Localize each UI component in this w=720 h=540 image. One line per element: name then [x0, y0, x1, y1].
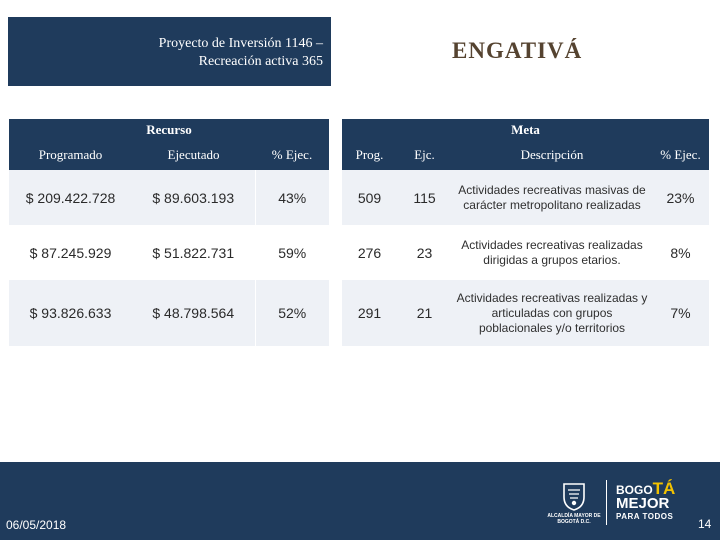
cell-ejc: 23: [397, 225, 452, 280]
cell-ejecutado: $ 51.822.731: [132, 225, 255, 280]
cell-ejecutado: $ 89.603.193: [132, 170, 255, 225]
cell-programado: $ 87.245.929: [9, 225, 132, 280]
col-ejc: Ejc.: [397, 140, 452, 170]
logo-word-bogo: BOGO: [616, 483, 653, 497]
cell-descripcion: Actividades recreativas realizadas y art…: [452, 280, 652, 346]
col-descripcion: Descripción: [452, 140, 652, 170]
footer-date: 06/05/2018: [6, 518, 67, 532]
locality-title: ENGATIVÁ: [452, 38, 583, 63]
logo-word-mejor: MEJOR: [616, 495, 670, 512]
cell-ejecutado: $ 48.798.564: [132, 280, 255, 346]
bogota-seal-icon: [563, 483, 585, 511]
recurso-table: Recurso Programado Ejecutado % Ejec. $ 2…: [9, 119, 329, 346]
cell-ejc: 21: [397, 280, 452, 346]
seal-caption: ALCALDÍA MAYOR DE BOGOTÁ D.C.: [547, 513, 601, 525]
table-row: 291 21 Actividades recreativas realizada…: [342, 280, 709, 346]
bogota-mejor-logo: BOGOTÁ MEJOR PARA TODOS: [616, 479, 692, 523]
cell-programado: $ 93.826.633: [9, 280, 132, 346]
project-title-line1: Proyecto de Inversión 1146 –: [158, 36, 323, 51]
logo-divider: [606, 480, 607, 525]
col-meta-pct: % Ejec.: [652, 140, 709, 170]
project-title-line2: Recreación activa 365: [198, 54, 323, 69]
cell-recurso-pct: 43%: [254, 170, 329, 225]
cell-descripcion: Actividades recreativas masivas de carác…: [452, 170, 652, 225]
recurso-title: Recurso: [9, 119, 329, 140]
cell-meta-pct: 7%: [652, 280, 709, 346]
col-recurso-pct: % Ejec.: [255, 140, 329, 170]
col-prog: Prog.: [342, 140, 397, 170]
project-title-box: Proyecto de Inversión 1146 – Recreación …: [8, 17, 331, 86]
cell-prog: 276: [342, 225, 397, 280]
table-row: $ 209.422.728 $ 89.603.193 43%: [9, 170, 329, 225]
cell-recurso-pct: 52%: [254, 280, 329, 346]
footer-band: [0, 462, 720, 540]
cell-prog: 291: [342, 280, 397, 346]
cell-prog: 509: [342, 170, 397, 225]
table-row: 509 115 Actividades recreativas masivas …: [342, 170, 709, 225]
logo-word-para-todos: PARA TODOS: [616, 512, 674, 521]
meta-table: Meta Prog. Ejc. Descripción % Ejec. 509 …: [342, 119, 709, 346]
table-row: $ 93.826.633 $ 48.798.564 52%: [9, 280, 329, 346]
cell-meta-pct: 23%: [652, 170, 709, 225]
cell-meta-pct: 8%: [652, 225, 709, 280]
table-row: $ 87.245.929 $ 51.822.731 59%: [9, 225, 329, 280]
logo-word-ta: TÁ: [652, 479, 676, 498]
col-programado: Programado: [9, 140, 132, 170]
cell-programado: $ 209.422.728: [9, 170, 132, 225]
col-ejecutado: Ejecutado: [132, 140, 255, 170]
meta-title: Meta: [342, 119, 709, 140]
cell-recurso-pct: 59%: [254, 225, 329, 280]
cell-descripcion: Actividades recreativas realizadas dirig…: [452, 225, 652, 280]
table-row: 276 23 Actividades recreativas realizada…: [342, 225, 709, 280]
cell-ejc: 115: [397, 170, 452, 225]
page-number: 14: [698, 517, 712, 531]
